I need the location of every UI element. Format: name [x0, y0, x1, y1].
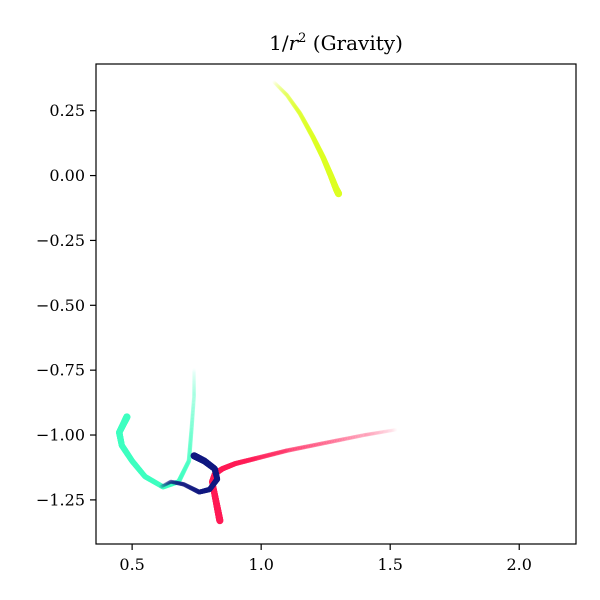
trajectory-segment [286, 94, 291, 100]
trajectory-segment [303, 121, 309, 128]
x-tick-label: 1.5 [377, 555, 402, 574]
trajectory-segment [303, 122, 310, 129]
trajectory-segment [291, 102, 297, 108]
trajectory-segment [293, 105, 299, 111]
trajectory-segment [289, 99, 294, 105]
trajectory-segment [285, 93, 291, 99]
trajectory-segment [275, 84, 281, 89]
trajectory-segment [282, 90, 287, 95]
trajectory-segment [291, 102, 297, 108]
trajectory-segment [302, 120, 309, 127]
y-tick-label: −1.25 [36, 490, 85, 509]
trajectory-segment [274, 83, 280, 88]
trajectory-segment [297, 111, 303, 117]
trajectory-segment [283, 91, 288, 97]
x-tick-label: 2.0 [506, 555, 531, 574]
trajectory-segment [277, 85, 282, 90]
trajectory-segment [301, 118, 308, 125]
trajectory-segment [297, 110, 303, 116]
axis-layer: 0.5 1.0 1.5 2.0 0.25 0.00 −0.25 −0.50 −0.75 −1.00… [36, 101, 532, 574]
trajectory-segment [281, 89, 287, 95]
trajectory-segment [299, 114, 305, 121]
trajectory-segment [273, 81, 279, 87]
chart-title: 1/r2 (Gravity) [269, 31, 403, 55]
trajectory-segment [296, 108, 302, 115]
trajectory-segment [293, 105, 299, 111]
trajectory-series [209, 428, 392, 525]
trajectory-segment [300, 115, 306, 122]
trajectory-segment [288, 98, 294, 104]
trajectory-segment [292, 103, 298, 109]
y-tick-label: −0.75 [36, 361, 85, 380]
trajectory-segment [275, 83, 280, 88]
trajectory-segment [277, 85, 282, 90]
trajectory-segment [286, 95, 292, 101]
trajectory-segment [279, 87, 285, 93]
trajectory-segment [274, 82, 279, 87]
series-layer [116, 81, 392, 525]
trajectory-segment [279, 87, 284, 92]
trajectory-segment [290, 100, 295, 106]
trajectory-series [159, 452, 221, 495]
trajectory-segment [301, 117, 307, 124]
trajectory-segment [282, 91, 288, 96]
trajectory-segment [281, 89, 286, 94]
trajectory-segment [296, 109, 302, 115]
trajectory-segment [289, 99, 295, 105]
trajectory-segment [299, 113, 305, 120]
trajectory-segment [290, 101, 296, 107]
x-tick-label: 0.5 [119, 555, 144, 574]
trajectory-segment [298, 112, 304, 119]
trajectory-segment [295, 108, 301, 114]
trajectory-segment [276, 84, 281, 89]
trajectory-segment [280, 88, 286, 94]
trajectory-series [273, 81, 343, 198]
y-tick-label: −1.00 [36, 426, 85, 445]
trajectory-segment [273, 81, 278, 86]
y-tick-label: −0.50 [36, 296, 85, 315]
trajectory-segment [280, 88, 285, 93]
trajectory-segment [294, 106, 300, 112]
trajectory-segment [278, 86, 283, 91]
trajectory-segment [287, 96, 292, 101]
trajectory-segment [298, 111, 304, 118]
plot-frame [95, 63, 577, 545]
trajectory-segment [283, 92, 289, 97]
x-tick-label: 1.0 [248, 555, 273, 574]
trajectory-segment [300, 116, 306, 123]
trajectory-segment [284, 93, 290, 98]
trajectory-segment [287, 96, 293, 102]
y-tick-label: 0.25 [49, 101, 85, 120]
trajectory-series [116, 372, 196, 490]
y-tick-label: −0.25 [36, 231, 85, 250]
trajectory-segment [292, 104, 298, 110]
y-tick-label: 0.00 [49, 166, 85, 185]
trajectory-segment [284, 92, 289, 98]
trajectory-segment [294, 107, 300, 113]
trajectory-segment [288, 97, 293, 103]
trajectory-segment [278, 86, 283, 92]
trajectory-segment [302, 119, 308, 126]
